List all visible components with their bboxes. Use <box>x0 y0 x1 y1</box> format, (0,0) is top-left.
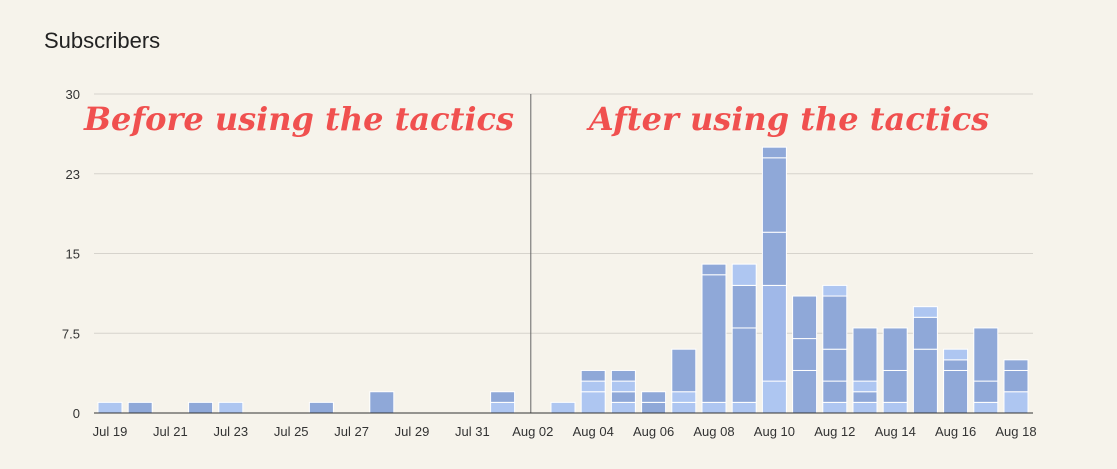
bar-segment <box>761 231 787 286</box>
bar-segment <box>308 401 334 414</box>
label-layer: 0 7.5 15 23 30 Jul 19 Jul 21 Jul 23 Jul 25 Jul 27… <box>62 87 1037 439</box>
bar-segment <box>641 401 667 414</box>
bar-segment <box>882 401 908 414</box>
chart-title: Subscribers <box>44 28 161 53</box>
y-tick-label: 23 <box>66 167 80 182</box>
x-tick-label: Jul 21 <box>153 424 188 439</box>
y-tick-label: 15 <box>66 247 80 262</box>
bar-segment <box>218 401 244 414</box>
bar-segment <box>610 369 636 382</box>
x-tick-label: Jul 25 <box>274 424 309 439</box>
bar-segment <box>761 157 787 233</box>
bar-segment <box>822 348 848 382</box>
bar-segment <box>882 369 908 403</box>
x-tick-label: Aug 02 <box>512 424 553 439</box>
bar-segment <box>97 401 123 414</box>
bar-segment <box>580 391 606 414</box>
bar-segment <box>731 327 757 403</box>
x-tick-label: Jul 27 <box>334 424 369 439</box>
bar-segment <box>610 391 636 403</box>
bar-segment <box>822 401 848 414</box>
x-tick-label: Aug 16 <box>935 424 976 439</box>
x-tick-label: Aug 12 <box>814 424 855 439</box>
y-tick-label: 7.5 <box>62 326 80 341</box>
bar-segment <box>1003 369 1029 393</box>
annotation-after: After using the tactics <box>586 100 989 138</box>
bar-segment <box>943 359 969 371</box>
bar-segment <box>610 380 636 393</box>
bar-segment <box>490 401 516 414</box>
bar-segment <box>641 391 667 403</box>
bar-segment <box>610 401 636 414</box>
bar-segment <box>792 369 818 414</box>
bar-segment <box>912 316 938 350</box>
bar-segment <box>792 338 818 371</box>
bar-segment <box>761 146 787 159</box>
axis-layer <box>94 94 1033 414</box>
bar-segment <box>188 401 214 414</box>
bar-segment <box>761 284 787 382</box>
bar-segment <box>943 348 969 361</box>
y-tick-label: 0 <box>73 406 80 421</box>
x-tick-label: Aug 04 <box>573 424 614 439</box>
bar-segment <box>731 263 757 286</box>
bar-segment <box>912 348 938 414</box>
x-tick-label: Jul 19 <box>93 424 128 439</box>
x-tick-label: Jul 29 <box>395 424 430 439</box>
bar-segment <box>1003 359 1029 371</box>
bar-segment <box>973 380 999 403</box>
bar-segment <box>822 295 848 350</box>
bar-layer <box>97 146 1029 414</box>
bar-segment <box>792 295 818 340</box>
bar-segment <box>580 380 606 393</box>
bar-segment <box>822 284 848 297</box>
bar-segment <box>973 401 999 414</box>
bar-segment <box>761 380 787 414</box>
x-tick-label: Aug 14 <box>875 424 916 439</box>
bar-segment <box>671 401 697 414</box>
bar-segment <box>852 380 878 393</box>
x-tick-label: Aug 06 <box>633 424 674 439</box>
bar-segment <box>912 306 938 318</box>
x-tick-label: Aug 10 <box>754 424 795 439</box>
bar-segment <box>671 348 697 393</box>
bar-segment <box>943 369 969 414</box>
bar-segment <box>701 263 727 276</box>
bar-segment <box>580 369 606 382</box>
x-tick-label: Aug 18 <box>995 424 1036 439</box>
bar-segment <box>973 327 999 382</box>
bar-segment <box>671 391 697 403</box>
bar-segment <box>550 401 576 414</box>
x-tick-label: Jul 23 <box>213 424 248 439</box>
y-tick-label: 30 <box>66 87 80 102</box>
annotation-before: Before using the tactics <box>83 100 514 138</box>
bar-segment <box>882 327 908 371</box>
bar-segment <box>731 401 757 414</box>
bar-segment <box>852 327 878 382</box>
bar-segment <box>701 274 727 403</box>
bar-segment <box>701 401 727 414</box>
bar-segment <box>1003 391 1029 414</box>
bar-segment <box>731 284 757 329</box>
bar-segment <box>822 380 848 403</box>
bar-segment <box>490 391 516 403</box>
bar-segment <box>852 401 878 414</box>
x-tick-label: Aug 08 <box>693 424 734 439</box>
bar-segment <box>852 391 878 403</box>
bar-segment <box>127 401 153 414</box>
x-tick-label: Jul 31 <box>455 424 490 439</box>
bar-segment <box>369 391 395 414</box>
